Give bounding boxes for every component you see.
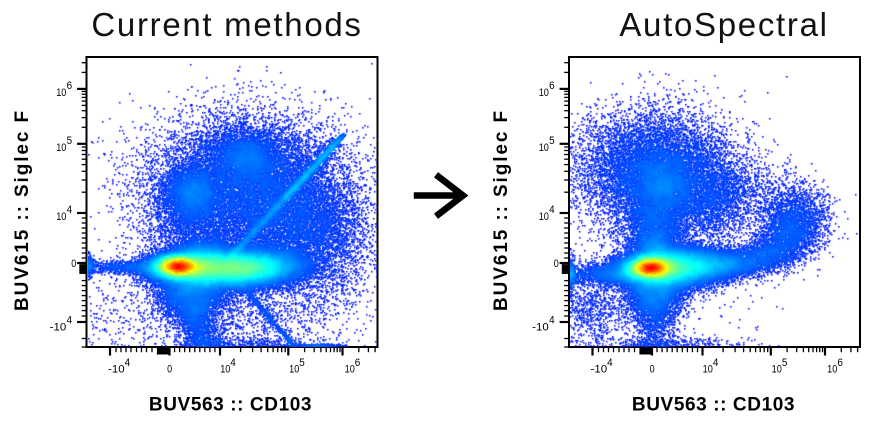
svg-text:4: 4	[549, 315, 555, 327]
svg-text:4: 4	[125, 357, 131, 369]
svg-text:5: 5	[67, 135, 73, 147]
svg-text:10: 10	[539, 87, 549, 99]
svg-text:4: 4	[230, 357, 236, 369]
svg-text:10: 10	[220, 364, 230, 376]
svg-text:BUV615 :: Siglec F: BUV615 :: Siglec F	[12, 109, 33, 311]
svg-text:0: 0	[554, 258, 559, 270]
svg-text:10: 10	[345, 364, 355, 376]
svg-text:-10: -10	[50, 322, 67, 334]
svg-text:5: 5	[299, 357, 305, 369]
svg-text:AutoSpectral: AutoSpectral	[619, 6, 828, 43]
svg-text:10: 10	[827, 364, 837, 376]
svg-text:BUV615 :: Siglec F: BUV615 :: Siglec F	[491, 109, 512, 311]
svg-text:10: 10	[56, 142, 66, 154]
svg-text:10: 10	[289, 364, 299, 376]
svg-text:0: 0	[71, 258, 76, 270]
svg-text:10: 10	[772, 364, 782, 376]
svg-text:6: 6	[837, 357, 843, 369]
svg-text:4: 4	[549, 204, 555, 216]
svg-text:-10: -10	[591, 364, 608, 376]
svg-text:Current methods: Current methods	[91, 6, 362, 43]
svg-text:BUV563 :: CD103: BUV563 :: CD103	[149, 395, 312, 416]
svg-text:6: 6	[549, 80, 555, 92]
svg-text:10: 10	[56, 87, 66, 99]
svg-text:4: 4	[67, 204, 73, 216]
svg-text:10: 10	[539, 211, 549, 223]
svg-text:10: 10	[539, 142, 549, 154]
svg-text:4: 4	[607, 357, 613, 369]
svg-text:5: 5	[782, 357, 788, 369]
svg-text:0: 0	[650, 364, 655, 376]
svg-text:4: 4	[67, 315, 73, 327]
svg-text:-10: -10	[108, 364, 125, 376]
svg-text:-10: -10	[532, 322, 549, 334]
svg-text:10: 10	[703, 364, 713, 376]
svg-text:6: 6	[67, 80, 73, 92]
svg-text:6: 6	[355, 357, 361, 369]
svg-text:5: 5	[549, 135, 555, 147]
svg-text:10: 10	[56, 211, 66, 223]
svg-text:BUV563 :: CD103: BUV563 :: CD103	[632, 395, 795, 416]
svg-text:0: 0	[167, 364, 172, 376]
svg-text:4: 4	[713, 357, 719, 369]
